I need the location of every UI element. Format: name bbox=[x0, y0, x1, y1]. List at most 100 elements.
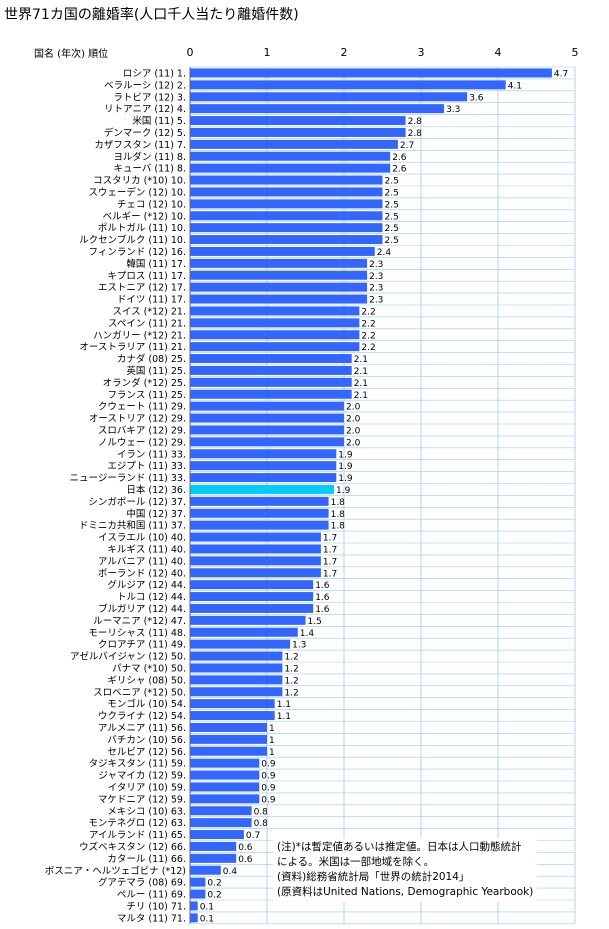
bar-value-label: 1.9 bbox=[338, 474, 353, 484]
bar bbox=[190, 258, 368, 268]
x-tick-label: 0 bbox=[187, 46, 194, 59]
bar bbox=[190, 651, 283, 661]
category-label: ポーランド (12) 40. bbox=[98, 568, 186, 579]
bar-value-label: 0.4 bbox=[223, 867, 238, 877]
bar bbox=[190, 699, 275, 709]
category-label: ギリシャ (08) 50. bbox=[107, 675, 186, 686]
category-label: 日本 (12) 36. bbox=[126, 484, 186, 496]
category-label: フィンランド (12) 16. bbox=[89, 247, 186, 258]
bar bbox=[190, 520, 329, 530]
bar bbox=[190, 865, 221, 875]
bar-value-label: 2.6 bbox=[392, 153, 407, 163]
bar-value-label: 0.9 bbox=[261, 783, 276, 793]
category-label: ルクセンブルク (11) 10. bbox=[79, 234, 186, 246]
note-line-1: (注)*は暫定値あるいは推定値。日本は人口動態統計 bbox=[277, 841, 522, 853]
category-label: ウズベキスタン (12) 66. bbox=[79, 841, 186, 853]
category-label: ラトビア (12) 3. bbox=[113, 92, 186, 103]
bar-value-label: 2.0 bbox=[346, 426, 361, 436]
category-label: 中国 (12) 37. bbox=[126, 508, 186, 520]
bar-value-label: 1.7 bbox=[323, 569, 337, 579]
bar bbox=[190, 401, 344, 411]
category-label: 韓国 (11) 17. bbox=[126, 259, 186, 270]
bar-value-label: 2.5 bbox=[385, 188, 399, 198]
note-line-2: による。米国は一部地域を除く。 bbox=[277, 856, 435, 868]
category-label: シンガポール (12) 37. bbox=[88, 497, 186, 508]
bar bbox=[190, 354, 352, 364]
category-label: ルーマニア (*12) 47. bbox=[93, 616, 186, 627]
category-label: キルギス (11) 40. bbox=[107, 544, 186, 555]
bar bbox=[190, 294, 368, 304]
category-label: マケドニア (12) 59. bbox=[98, 794, 186, 805]
bar-value-label: 3.3 bbox=[446, 105, 460, 115]
bar bbox=[190, 580, 314, 590]
category-label: モンゴル (10) 54. bbox=[107, 698, 186, 710]
bar bbox=[190, 711, 275, 721]
category-label: カタール (11) 66. bbox=[107, 854, 186, 865]
bar bbox=[190, 437, 344, 447]
bar-value-label: 1.7 bbox=[323, 557, 337, 567]
category-label: ジャマイカ (12) 59. bbox=[98, 771, 186, 782]
bar bbox=[190, 484, 334, 494]
bar bbox=[190, 508, 329, 518]
category-label: チェコ (12) 10. bbox=[117, 199, 186, 210]
note-line-4: (原資料はUnited Nations, Demographic Yearboo… bbox=[277, 886, 534, 898]
category-label: アゼルバイジャン (12) 50. bbox=[70, 651, 186, 663]
bar bbox=[190, 615, 306, 625]
bar bbox=[190, 187, 383, 197]
bar-value-label: 0.2 bbox=[207, 891, 221, 901]
bar bbox=[190, 127, 406, 137]
bar-value-label: 1 bbox=[269, 724, 275, 734]
category-label: ペルー (11) 69. bbox=[117, 890, 186, 901]
category-label: セルビア (12) 56. bbox=[107, 747, 186, 758]
category-label: ロシア (11) 1. bbox=[123, 68, 186, 79]
bar bbox=[190, 92, 468, 102]
category-label: ボスニア・ヘルツェゴビナ (*12) bbox=[45, 865, 186, 877]
bar bbox=[190, 853, 237, 863]
category-label: バチカン (10) 56. bbox=[107, 735, 186, 746]
bar-value-label: 3.6 bbox=[469, 93, 484, 103]
bar-value-label: 2.1 bbox=[354, 379, 368, 389]
bar-value-label: 2.3 bbox=[369, 260, 383, 270]
category-label: カザフスタン (11) 7. bbox=[94, 140, 186, 151]
bar-value-label: 1.9 bbox=[338, 462, 353, 472]
category-label: オーストリア (12) 29. bbox=[89, 414, 186, 425]
bar bbox=[190, 473, 337, 483]
bar-value-label: 2.0 bbox=[346, 403, 361, 413]
bar bbox=[190, 592, 314, 602]
bar bbox=[190, 734, 267, 744]
bar bbox=[190, 377, 352, 387]
category-label: リトアニア (12) 4. bbox=[104, 104, 186, 115]
bar bbox=[190, 532, 321, 542]
category-label: マルタ (11) 71. bbox=[117, 913, 186, 924]
category-label: クロアチア (11) 49. bbox=[98, 640, 186, 651]
bar-value-label: 2.2 bbox=[361, 331, 375, 341]
bar-value-label: 1.7 bbox=[323, 534, 337, 544]
bar-value-label: 1.4 bbox=[300, 629, 315, 639]
bar bbox=[190, 627, 298, 637]
category-label: エストニア (12) 17. bbox=[98, 283, 186, 294]
category-label: イスラエル (10) 40. bbox=[98, 533, 186, 544]
bar bbox=[190, 603, 314, 613]
bar-value-label: 2.4 bbox=[377, 248, 392, 258]
bar bbox=[190, 770, 260, 780]
bar bbox=[190, 901, 198, 911]
category-label: グルジア (12) 44. bbox=[107, 579, 186, 591]
bar-value-label: 2.8 bbox=[408, 117, 423, 127]
bar bbox=[190, 330, 360, 340]
bar bbox=[190, 342, 360, 352]
bar bbox=[190, 544, 321, 554]
bar bbox=[190, 425, 344, 435]
bar-value-label: 4.7 bbox=[554, 69, 568, 79]
bar-value-label: 0.9 bbox=[261, 772, 276, 782]
category-label: ドイツ (11) 17. bbox=[117, 295, 186, 306]
bar-value-label: 1.1 bbox=[277, 712, 291, 722]
category-label: ヨルダン (11) 8. bbox=[113, 151, 186, 163]
bar bbox=[190, 318, 360, 328]
bar-value-label: 1.8 bbox=[331, 522, 346, 532]
bar bbox=[190, 235, 383, 245]
bar bbox=[190, 175, 383, 185]
bar bbox=[190, 746, 267, 756]
bar-value-label: 0.9 bbox=[261, 760, 276, 770]
bar-value-label: 1.2 bbox=[284, 676, 298, 686]
bar bbox=[190, 389, 352, 399]
